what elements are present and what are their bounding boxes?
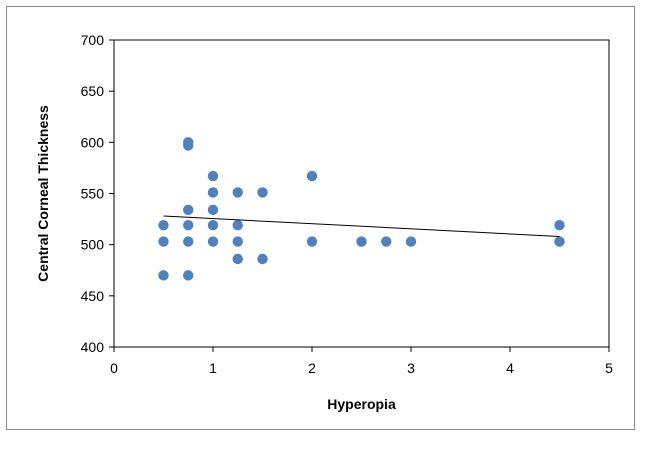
x-axis-title: Hyperopia: [327, 396, 396, 412]
data-point: [356, 236, 367, 247]
data-point: [405, 236, 417, 247]
y-tick-label: 400: [81, 339, 105, 355]
data-point: [183, 236, 194, 247]
data-point: [183, 220, 194, 231]
y-tick-label: 450: [81, 288, 105, 304]
data-point: [232, 236, 243, 247]
y-tick-label: 550: [81, 186, 105, 202]
data-point: [257, 253, 268, 265]
data-point: [183, 204, 194, 216]
data-point: [158, 236, 169, 247]
data-point: [232, 187, 243, 198]
x-tick-label: 5: [605, 360, 613, 376]
x-axis-ticks: 0 1 2 3 4 5: [110, 347, 613, 376]
data-point: [232, 253, 243, 265]
data-point: [207, 236, 219, 247]
data-points: [158, 137, 565, 281]
data-point: [257, 187, 268, 198]
x-tick-label: 4: [506, 360, 514, 376]
chart-frame: [6, 6, 635, 430]
data-point: [306, 236, 318, 247]
x-tick-label: 0: [110, 360, 118, 376]
y-axis-title: Central Corneal Thickness: [35, 105, 51, 282]
x-tick-label: 1: [209, 360, 217, 376]
data-point: [207, 204, 219, 216]
plot-area: [113, 39, 610, 348]
x-tick-label: 3: [407, 360, 415, 376]
y-tick-label: 500: [81, 237, 105, 253]
data-point: [183, 270, 194, 281]
x-tick-label: 2: [308, 360, 316, 376]
data-point: [183, 140, 194, 151]
y-tick-label: 650: [81, 83, 105, 99]
data-point: [207, 220, 219, 231]
data-point: [232, 220, 243, 231]
trendline: [163, 215, 560, 237]
y-axis-ticks: 400 450 500 550 600 650 700: [81, 32, 114, 355]
y-tick-label: 600: [81, 134, 105, 150]
data-point: [554, 236, 565, 247]
y-tick-label: 700: [81, 32, 105, 48]
data-point: [381, 236, 392, 247]
data-point: [554, 220, 565, 231]
data-point: [207, 187, 219, 198]
data-point: [207, 170, 219, 182]
data-point: [158, 220, 169, 231]
data-point: [306, 170, 318, 182]
data-point: [158, 270, 169, 281]
